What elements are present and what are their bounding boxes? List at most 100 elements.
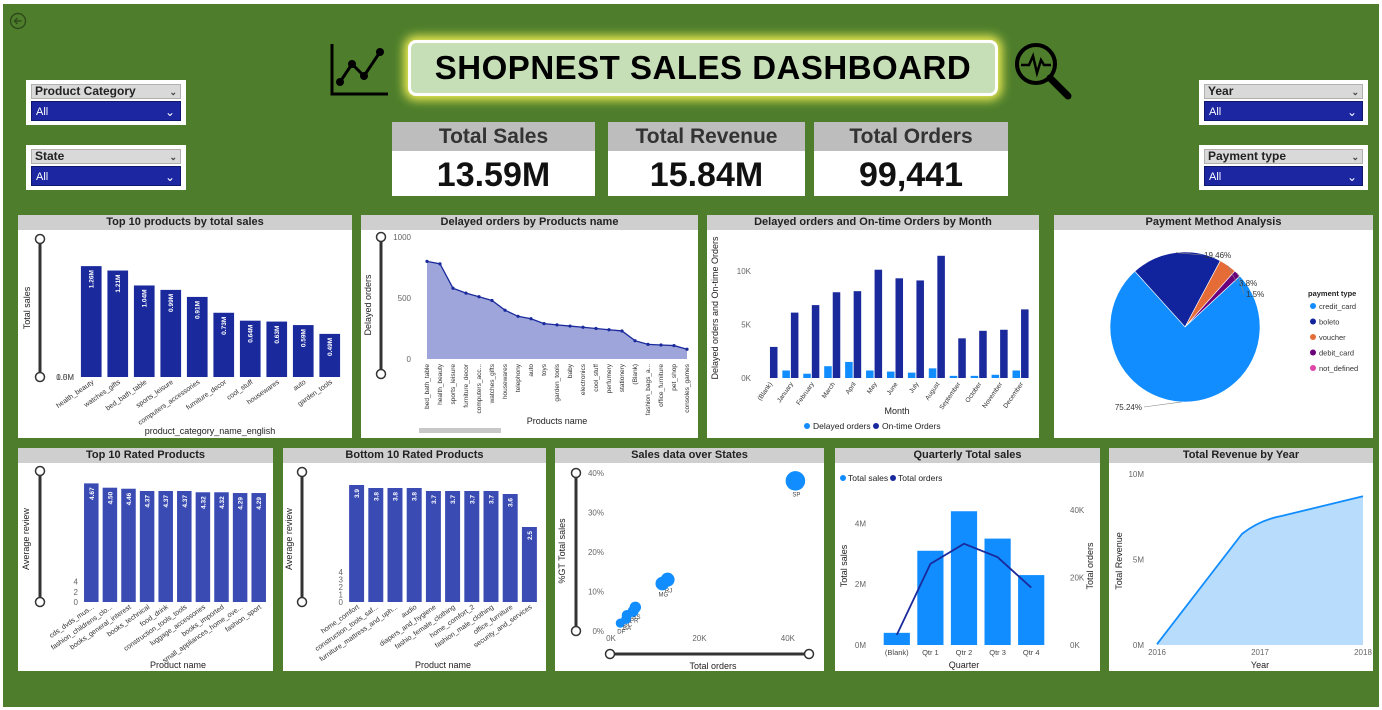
year-dropdown[interactable]: All ⌄	[1204, 101, 1363, 121]
x-tick-label: 2017	[1251, 648, 1269, 657]
x-tick-label: July	[908, 381, 921, 395]
data-label: 1.26M	[89, 270, 96, 288]
x-tick-label: 40K	[781, 634, 796, 643]
product-category-dropdown[interactable]: All ⌄	[31, 101, 181, 121]
legend-label: Total orders	[898, 473, 942, 483]
legend-marker	[890, 475, 896, 481]
chart-plot: %GT Total sales 0% 10% 20% 30% 40% 0K 20K 40K SP R…	[557, 467, 815, 671]
bar	[139, 491, 155, 602]
bar	[874, 269, 883, 378]
bar	[845, 361, 853, 378]
zoom-slider-handle[interactable]	[34, 371, 46, 383]
legend-label: boleto	[1319, 318, 1339, 327]
chevron-down-icon[interactable]: ⌄	[164, 105, 175, 119]
sales-states-chart[interactable]: Sales data over States %GT Total sales 0%…	[555, 448, 824, 671]
chart-title: Sales data over States	[555, 448, 824, 463]
quarterly-sales-chart[interactable]: Quarterly Total sales Total sales Total o…	[835, 448, 1100, 671]
data-label: 75.24%	[1115, 403, 1142, 412]
data-label: 3.6	[508, 498, 515, 507]
zoom-slider-handle[interactable]	[34, 465, 46, 477]
magnifier-pulse-icon	[1015, 43, 1072, 100]
bar	[521, 527, 537, 602]
kpi-value: 15.84M	[649, 156, 764, 194]
chevron-down-icon[interactable]: ⌄	[169, 152, 177, 162]
bar	[349, 485, 365, 602]
data-point	[620, 329, 624, 333]
chart-plot: Total sales Total orders Total sales Total …	[839, 473, 1095, 670]
top-products-sales-chart[interactable]: Top 10 products by total sales Total sal…	[18, 215, 352, 438]
zoom-slider-handle[interactable]	[570, 467, 582, 479]
chevron-down-icon[interactable]: ⌄	[1351, 87, 1359, 97]
legend-marker	[873, 423, 879, 429]
y-tick-label: 2	[339, 583, 344, 592]
chevron-down-icon[interactable]: ⌄	[169, 87, 177, 97]
delayed-ontime-month-chart[interactable]: Delayed orders and On-time Orders by Mon…	[707, 215, 1039, 438]
scatter-point	[655, 576, 670, 591]
bottom-rated-products-chart[interactable]: Bottom 10 Rated Products Average review 0…	[283, 448, 546, 671]
x-tick-label: toys	[541, 363, 548, 376]
area-fill	[1157, 496, 1363, 645]
zoom-slider-handle[interactable]	[570, 625, 582, 637]
y-tick-label: 40%	[588, 469, 604, 478]
state-dropdown[interactable]: All ⌄	[31, 166, 181, 186]
zoom-slider-handle[interactable]	[34, 596, 46, 608]
chevron-down-icon[interactable]: ⌄	[1346, 105, 1357, 119]
bar	[886, 371, 895, 378]
data-point	[542, 322, 546, 326]
bar	[186, 296, 208, 377]
x-tick-label: electronics	[580, 363, 587, 395]
zoom-slider-handle[interactable]	[375, 368, 387, 380]
data-label: 0.73M	[221, 317, 228, 335]
data-label: 4.50	[107, 491, 114, 504]
x-tick-label: cool_stuff	[593, 364, 600, 392]
x-tick-label: health_beauty	[437, 363, 444, 405]
data-point	[659, 343, 663, 347]
data-point	[685, 347, 689, 351]
payment-type-slicer[interactable]: Payment type ⌄ All ⌄	[1199, 145, 1368, 190]
payment-type-dropdown[interactable]: All ⌄	[1204, 166, 1363, 186]
bar	[790, 312, 799, 378]
x-tick-label: telephony	[515, 363, 522, 392]
zoom-slider-handle[interactable]	[296, 466, 308, 478]
x-tick-label: March	[821, 381, 837, 400]
state-slicer[interactable]: State ⌄ All ⌄	[26, 145, 186, 190]
y-tick-label: 0M	[1133, 641, 1144, 650]
product-category-slicer[interactable]: Product Category ⌄ All ⌄	[26, 80, 186, 125]
top-rated-products-chart[interactable]: Top 10 Rated Products Average review 0 2 4 4…	[18, 448, 273, 671]
zoom-slider-handle[interactable]	[296, 596, 308, 608]
bar	[991, 374, 1000, 378]
bar	[158, 491, 173, 602]
zoom-slider-handle[interactable]	[34, 233, 46, 245]
chevron-down-icon[interactable]: ⌄	[1351, 152, 1359, 162]
legend-marker	[1310, 365, 1316, 371]
x-tick-label: Qtr 1	[922, 648, 939, 657]
y-tick-label: 500	[398, 294, 412, 303]
data-label: 3.8	[373, 492, 380, 501]
zoom-slider-handle[interactable]	[375, 231, 387, 243]
bar	[866, 370, 874, 378]
delayed-orders-products-chart[interactable]: Delayed orders by Products name Delayed …	[361, 215, 698, 438]
y-tick-label: 20%	[588, 548, 604, 557]
back-arrow-icon[interactable]	[9, 12, 27, 30]
point-label: DF	[617, 630, 625, 636]
y-axis-title: Delayed orders and On-time Orders	[710, 236, 720, 380]
chevron-down-icon[interactable]: ⌄	[164, 170, 175, 184]
x-axis-title: Quarter	[949, 660, 980, 670]
y-tick-label: 30%	[588, 509, 604, 518]
revenue-year-chart[interactable]: Total Revenue by Year Total Revenue 0M 5M 1…	[1109, 448, 1373, 671]
zoom-slider-handle[interactable]	[604, 648, 616, 660]
horizontal-scrollbar[interactable]	[419, 428, 501, 433]
bar	[979, 330, 987, 378]
y-axis-title: Average review	[284, 508, 294, 570]
bar	[266, 321, 288, 377]
data-label: 0.49M	[327, 338, 334, 356]
bar	[445, 491, 461, 602]
data-label: 19.46%	[1204, 251, 1231, 260]
year-slicer[interactable]: Year ⌄ All ⌄	[1199, 80, 1368, 125]
data-point	[529, 317, 533, 321]
y-tick-label: 1	[339, 591, 344, 600]
zoom-slider-handle[interactable]	[803, 648, 815, 660]
chevron-down-icon[interactable]: ⌄	[1346, 170, 1357, 184]
x-tick-label: February	[795, 381, 816, 407]
payment-method-chart[interactable]: Payment Method Analysis 19.46% 3.8% 1.5% 75…	[1054, 215, 1373, 438]
